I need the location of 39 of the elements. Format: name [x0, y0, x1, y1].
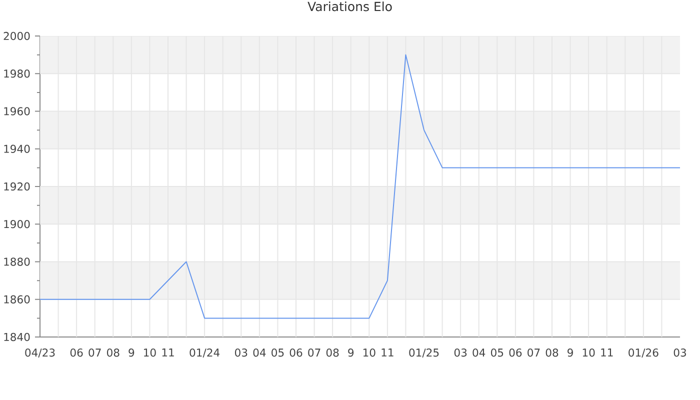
x-tick-label: 10	[582, 348, 595, 357]
y-tick-label: 1920	[4, 182, 30, 191]
x-tick-label: 03	[454, 348, 467, 357]
x-tick-label: 08	[546, 348, 558, 357]
y-tick-label: 1860	[4, 295, 30, 304]
x-tick-label: 9	[128, 348, 134, 357]
y-tick-label: 1980	[4, 70, 30, 78]
x-tick-label: 9	[348, 348, 354, 357]
x-tick-label: 06	[290, 348, 302, 357]
y-tick-label: 1840	[4, 332, 30, 342]
chart-title: Variations Elo	[308, 2, 392, 12]
x-tick-label: 11	[162, 348, 174, 356]
y-tick-label: 1900	[4, 220, 30, 228]
x-tick-label: 11	[382, 348, 394, 356]
x-tick-label: 03	[234, 348, 248, 357]
x-tick-label: 01/26	[628, 348, 658, 358]
x-tick-label: 06	[509, 348, 522, 357]
x-tick-label: 06	[70, 348, 83, 357]
x-tick-label: 04/23	[25, 348, 55, 358]
x-tick-label: 04	[253, 348, 266, 357]
x-tick-label: 04	[472, 348, 486, 357]
x-tick-label: 01/24	[190, 348, 220, 358]
x-tick-label: 08	[326, 348, 339, 357]
y-tick-label: 1960	[4, 107, 30, 116]
x-tick-label: 9	[568, 348, 573, 357]
x-tick-label: 05	[490, 348, 504, 357]
x-tick-label: 01/25	[409, 348, 439, 358]
y-tick-label: 1940	[4, 144, 30, 153]
y-tick-label: 2000	[4, 32, 30, 40]
x-tick-label: 07	[88, 348, 101, 357]
x-tick-label: 03	[674, 348, 686, 357]
x-tick-label: 10	[144, 348, 156, 357]
x-tick-label: 05	[272, 348, 284, 357]
y-tick-label: 1880	[4, 258, 30, 266]
x-tick-label: 10	[363, 348, 376, 357]
x-tick-label: 07	[528, 348, 540, 357]
x-tick-label: 07	[308, 348, 320, 357]
x-tick-label: 11	[601, 348, 613, 356]
x-tick-label: 08	[106, 348, 120, 357]
